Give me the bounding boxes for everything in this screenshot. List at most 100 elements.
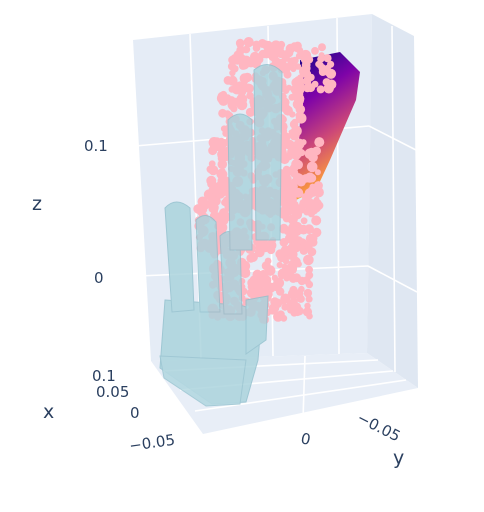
point-cloud-point — [300, 217, 308, 225]
point-cloud-point — [304, 302, 311, 309]
point-cloud-point — [314, 137, 325, 148]
point-cloud-point — [318, 43, 326, 52]
x-axis-title: x — [43, 401, 54, 423]
point-cloud-point — [291, 125, 302, 137]
point-cloud-point — [279, 63, 291, 74]
point-cloud-point — [314, 169, 321, 176]
point-cloud-point — [291, 178, 298, 185]
point-cloud-point — [247, 277, 258, 289]
point-cloud-point — [206, 165, 215, 174]
z-axis-title: z — [32, 193, 42, 215]
point-cloud-point — [258, 49, 268, 59]
point-cloud-point — [254, 285, 262, 293]
point-cloud-point — [275, 249, 286, 259]
point-cloud-point — [316, 85, 325, 94]
point-cloud-point — [289, 223, 297, 230]
point-cloud-point — [295, 112, 307, 124]
point-cloud-point — [305, 271, 314, 280]
point-cloud-point — [281, 303, 289, 311]
point-cloud-point — [303, 288, 313, 298]
point-cloud-point — [246, 91, 254, 100]
pane-yz — [367, 14, 418, 388]
point-cloud-point — [290, 84, 301, 95]
point-cloud-point — [294, 139, 305, 149]
point-cloud-point — [198, 205, 208, 214]
point-cloud-point — [229, 69, 236, 77]
point-cloud-point — [305, 295, 313, 303]
point-cloud-point — [301, 174, 311, 183]
point-cloud-point — [317, 55, 325, 63]
point-cloud-point — [261, 40, 269, 47]
point-cloud-point — [206, 193, 216, 202]
x-tick-label: 0.05 — [96, 383, 129, 401]
point-cloud-point — [280, 190, 287, 198]
point-cloud-point — [293, 93, 305, 105]
point-cloud-point — [291, 56, 299, 65]
point-cloud-point — [307, 173, 317, 183]
point-cloud-point — [326, 79, 337, 90]
point-cloud-point — [295, 104, 306, 115]
point-cloud-point — [303, 84, 312, 93]
point-cloud-point — [323, 68, 331, 76]
point-cloud-point — [290, 65, 297, 73]
point-cloud-point — [197, 196, 208, 207]
point-cloud-point — [277, 310, 285, 319]
z-tick-label: 0 — [94, 269, 104, 287]
point-cloud-point — [291, 158, 302, 170]
point-cloud-point — [277, 268, 288, 279]
point-cloud-point — [323, 54, 332, 63]
point-cloud-point — [290, 308, 299, 317]
y-tick-label: −0.05 — [354, 409, 403, 446]
point-cloud-point — [228, 99, 238, 109]
point-cloud-point — [311, 215, 322, 226]
point-cloud-point — [290, 148, 302, 160]
point-cloud-point — [227, 62, 237, 71]
point-cloud-point — [282, 175, 292, 185]
z-tick-label: 0.1 — [84, 137, 108, 155]
point-cloud-point — [224, 94, 232, 102]
point-cloud-point — [276, 261, 283, 269]
point-cloud-point — [302, 307, 313, 317]
point-cloud-point — [305, 243, 313, 251]
point-cloud-point — [288, 274, 298, 283]
point-cloud-point — [242, 45, 251, 54]
point-cloud-point — [244, 83, 254, 94]
point-cloud-point — [280, 293, 291, 304]
hand-mesh-thumb — [245, 295, 269, 355]
point-cloud-point — [282, 105, 293, 116]
point-cloud-point — [240, 75, 249, 85]
point-cloud-point — [252, 269, 263, 280]
point-cloud-point — [237, 87, 247, 97]
point-cloud-point — [307, 147, 316, 157]
point-cloud-point — [310, 206, 319, 215]
point-cloud-point — [246, 288, 257, 298]
y-tick-label: 0 — [299, 429, 312, 449]
point-cloud-point — [280, 127, 288, 135]
point-cloud-point — [313, 186, 321, 195]
point-cloud-point — [305, 265, 313, 274]
point-cloud-point — [240, 55, 247, 62]
point-cloud-point — [289, 188, 299, 199]
x-tick-label: 0 — [130, 404, 140, 422]
point-cloud-point — [303, 254, 314, 266]
point-cloud-point — [289, 285, 298, 295]
point-cloud-point — [288, 265, 297, 274]
point-cloud-point — [296, 46, 304, 54]
point-cloud-point — [271, 274, 278, 281]
point-cloud-point — [298, 224, 309, 235]
y-axis-title: y — [393, 447, 404, 469]
point-cloud-point — [223, 76, 233, 85]
point-cloud-point — [228, 86, 236, 93]
point-cloud-point — [271, 281, 282, 292]
point-cloud-point — [294, 63, 302, 70]
point-cloud-point — [216, 187, 223, 194]
point-cloud-point — [279, 223, 289, 233]
point-cloud-point — [258, 276, 270, 288]
point-cloud-point — [290, 203, 298, 211]
hand-mesh-finger — [164, 201, 195, 313]
point-cloud-point — [291, 216, 298, 224]
point-cloud-point — [260, 242, 270, 253]
point-cloud-point — [236, 95, 245, 104]
point-cloud-point — [284, 48, 294, 58]
